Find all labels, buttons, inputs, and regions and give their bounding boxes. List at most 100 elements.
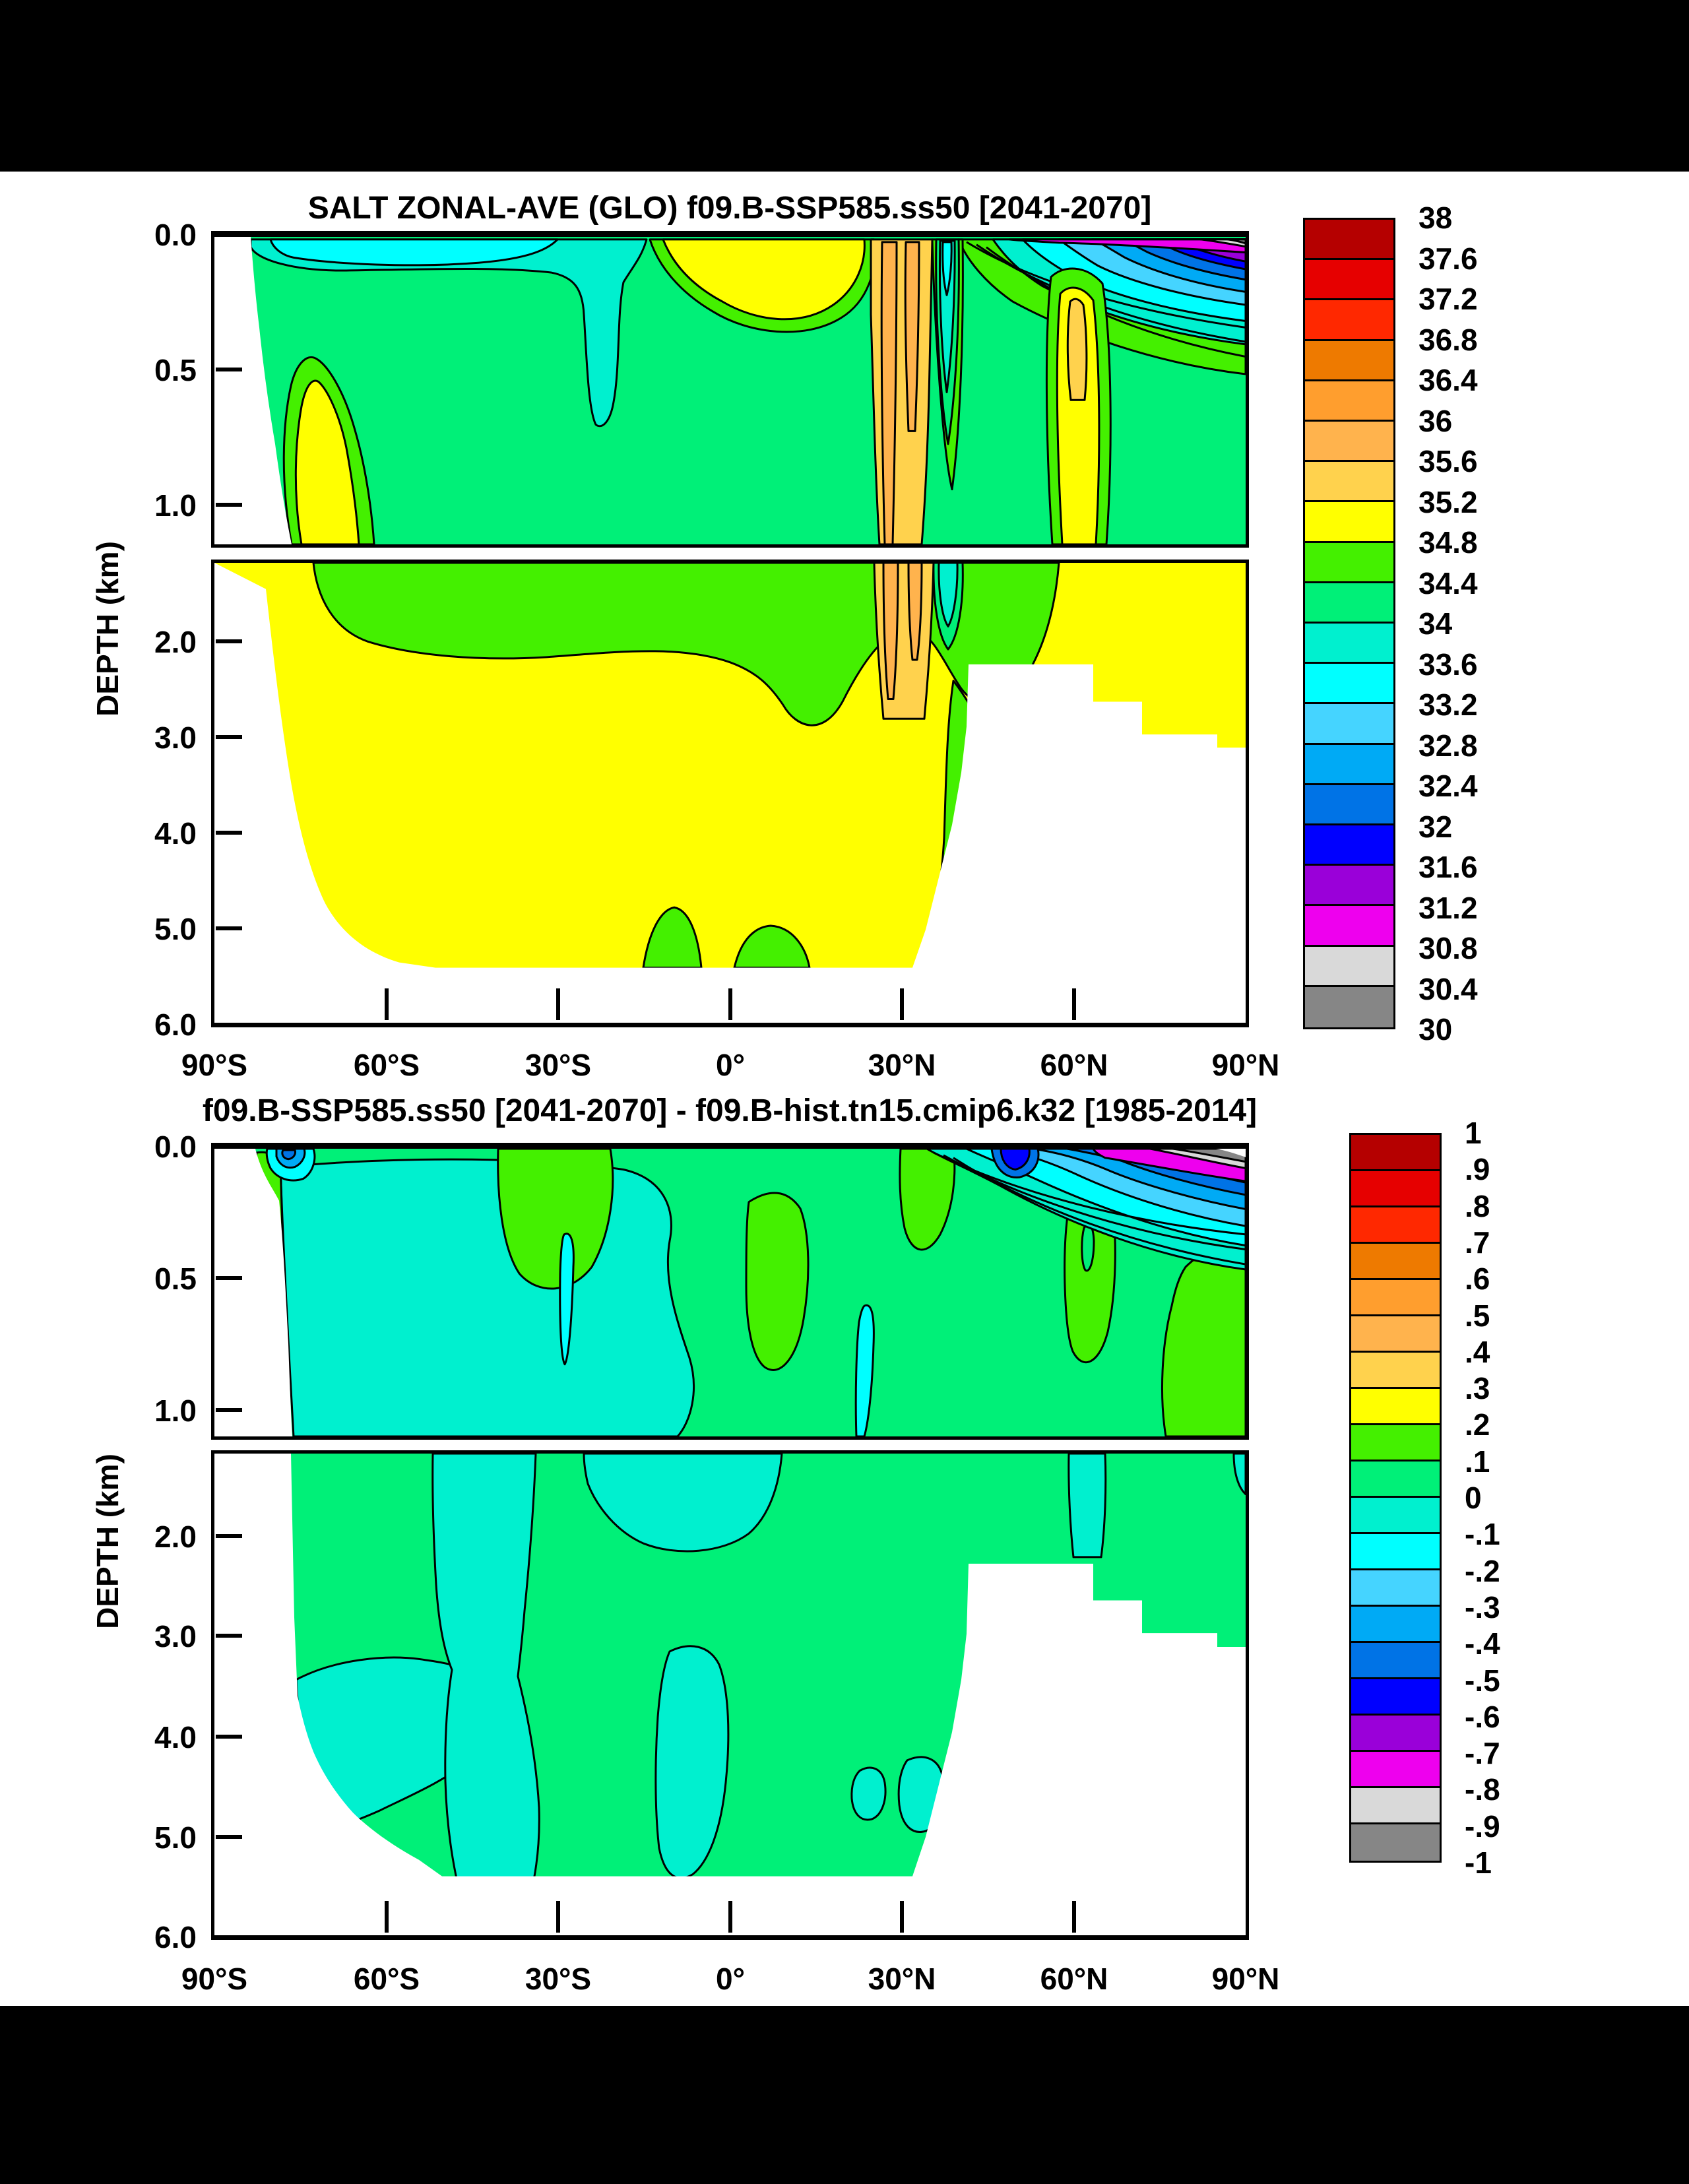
colorbar-tick-label: .1 bbox=[1465, 1444, 1490, 1479]
colorbar-segment bbox=[1351, 1679, 1440, 1716]
colorbar-tick-label: 31.2 bbox=[1418, 890, 1478, 925]
colorbar-tick-label: 35.6 bbox=[1418, 444, 1478, 478]
colorbar-tick-label: 37.6 bbox=[1418, 241, 1478, 276]
top-colorbar-labels: 38 37.6 37.2 36.8 36.4 36 35.6 35.2 34.8 34.4 34 33… bbox=[1418, 201, 1564, 1046]
colorbar-tick-label: 31.6 bbox=[1418, 850, 1478, 884]
colorbar-tick-label: -.5 bbox=[1465, 1663, 1500, 1698]
colorbar-tick-label: 30.8 bbox=[1418, 931, 1478, 965]
colorbar-tick-label: .7 bbox=[1465, 1225, 1490, 1260]
y-tick-label: 1.0 bbox=[154, 1394, 197, 1428]
y-tick-label: 1.0 bbox=[154, 488, 197, 523]
y-axis-tick bbox=[216, 735, 242, 739]
colorbar-tick-label: 34.8 bbox=[1418, 525, 1478, 560]
y-axis-tick bbox=[216, 831, 242, 835]
colorbar-segment bbox=[1351, 1389, 1440, 1425]
x-tick-label: 30°N bbox=[868, 1048, 936, 1082]
x-axis-tick bbox=[385, 988, 389, 1020]
colorbar-segment bbox=[1305, 422, 1393, 463]
colorbar-tick-label: .2 bbox=[1465, 1407, 1490, 1442]
colorbar-segment bbox=[1305, 260, 1393, 301]
x-tick-label: 0° bbox=[716, 1048, 745, 1082]
x-tick-label: 90°N bbox=[1211, 1962, 1280, 1996]
colorbar-tick-label: 34.4 bbox=[1418, 565, 1478, 600]
y-tick-label: 4.0 bbox=[154, 816, 197, 851]
bottom-panel-upper-depth-box bbox=[211, 1143, 1249, 1440]
colorbar-tick-label: .4 bbox=[1465, 1334, 1490, 1369]
colorbar-tick-label: 0 bbox=[1465, 1481, 1482, 1515]
y-axis-tick bbox=[216, 1276, 242, 1280]
colorbar-segment bbox=[1351, 1135, 1440, 1171]
colorbar-tick-label: 30.4 bbox=[1418, 971, 1478, 1006]
x-axis-tick bbox=[556, 1901, 560, 1933]
bottom-panel-title: f09.B-SSP585.ss50 [2041-2070] - f09.B-hi… bbox=[202, 1093, 1258, 1128]
y-tick-label: 2.0 bbox=[154, 1520, 197, 1554]
x-tick-label: 30°S bbox=[525, 1048, 592, 1082]
colorbar-segment bbox=[1305, 866, 1393, 907]
colorbar-segment bbox=[1351, 1788, 1440, 1824]
colorbar-tick-label: -.6 bbox=[1465, 1699, 1500, 1734]
colorbar-segment bbox=[1351, 1316, 1440, 1353]
colorbar-segment bbox=[1351, 1570, 1440, 1607]
colorbar-tick-label: -.2 bbox=[1465, 1553, 1500, 1588]
y-tick-label: 5.0 bbox=[154, 1820, 197, 1855]
colorbar-segment bbox=[1351, 1498, 1440, 1534]
colorbar-segment bbox=[1351, 1171, 1440, 1207]
colorbar-tick-label: 33.2 bbox=[1418, 688, 1478, 722]
colorbar-segment bbox=[1305, 381, 1393, 422]
y-tick-label: 4.0 bbox=[154, 1720, 197, 1754]
colorbar-tick-label: 1 bbox=[1465, 1116, 1482, 1150]
colorbar-tick-label: 33.6 bbox=[1418, 647, 1478, 682]
bottom-panel-lower-depth-box bbox=[211, 1450, 1249, 1940]
top-colorbar bbox=[1303, 218, 1395, 1029]
colorbar-tick-label: -.9 bbox=[1465, 1809, 1500, 1844]
y-tick-label: 0.0 bbox=[154, 218, 197, 252]
salinity-section-lower-contours bbox=[214, 563, 1246, 1023]
colorbar-segment bbox=[1351, 1607, 1440, 1643]
y-tick-label: 0.5 bbox=[154, 353, 197, 387]
y-tick-label: 3.0 bbox=[154, 721, 197, 755]
colorbar-tick-label: 36.4 bbox=[1418, 363, 1478, 397]
colorbar-segment bbox=[1305, 744, 1393, 785]
x-tick-label: 60°S bbox=[353, 1048, 420, 1082]
y-axis-tick bbox=[216, 1735, 242, 1739]
colorbar-segment bbox=[1305, 462, 1393, 503]
y-tick-label: 2.0 bbox=[154, 625, 197, 659]
y-tick-label: 5.0 bbox=[154, 912, 197, 946]
x-axis-tick bbox=[900, 1901, 904, 1933]
y-axis-tick bbox=[216, 503, 242, 507]
x-tick-label: 90°S bbox=[181, 1048, 248, 1082]
colorbar-segment bbox=[1305, 502, 1393, 543]
x-tick-label: 60°N bbox=[1040, 1962, 1108, 1996]
x-tick-label: 60°N bbox=[1040, 1048, 1108, 1082]
top-panel-title: SALT ZONAL-AVE (GLO) f09.B-SSP585.ss50 [… bbox=[307, 191, 1152, 226]
colorbar-tick-label: .8 bbox=[1465, 1188, 1490, 1223]
colorbar-segment bbox=[1305, 664, 1393, 705]
bottom-colorbar-labels: 1.9.8.7.6.5.4.3.2.1 0 -.1 -.2 -.3 -.4 -.5 -.6 -.… bbox=[1465, 1116, 1610, 1879]
top-panel-upper-depth-box bbox=[211, 231, 1249, 548]
colorbar-segment bbox=[1351, 1280, 1440, 1316]
colorbar-tick-label: 35.2 bbox=[1418, 484, 1478, 519]
colorbar-segment bbox=[1305, 986, 1393, 1027]
colorbar-segment bbox=[1351, 1207, 1440, 1244]
colorbar-tick-label: 36.8 bbox=[1418, 322, 1478, 357]
colorbar-segment bbox=[1351, 1244, 1440, 1280]
colorbar-segment bbox=[1305, 300, 1393, 341]
difference-section-lower-contours bbox=[214, 1454, 1246, 1935]
colorbar-tick-label: .5 bbox=[1465, 1298, 1490, 1333]
colorbar-segment bbox=[1305, 825, 1393, 866]
colorbar-tick-label: -1 bbox=[1465, 1846, 1492, 1880]
x-tick-label: 30°S bbox=[525, 1962, 592, 1996]
x-tick-label: 90°S bbox=[181, 1962, 248, 1996]
x-axis-tick bbox=[556, 988, 560, 1020]
bottom-colorbar bbox=[1349, 1133, 1442, 1863]
colorbar-segment bbox=[1305, 704, 1393, 745]
colorbar-tick-label: 36 bbox=[1418, 403, 1453, 438]
colorbar-tick-label: 30 bbox=[1418, 1012, 1453, 1046]
colorbar-segment bbox=[1305, 340, 1393, 381]
x-axis-tick bbox=[728, 988, 732, 1020]
salinity-section-upper-contours bbox=[214, 237, 1246, 544]
colorbar-segment bbox=[1351, 1643, 1440, 1679]
y-axis-tick bbox=[216, 926, 242, 930]
colorbar-tick-label: -.1 bbox=[1465, 1517, 1500, 1552]
